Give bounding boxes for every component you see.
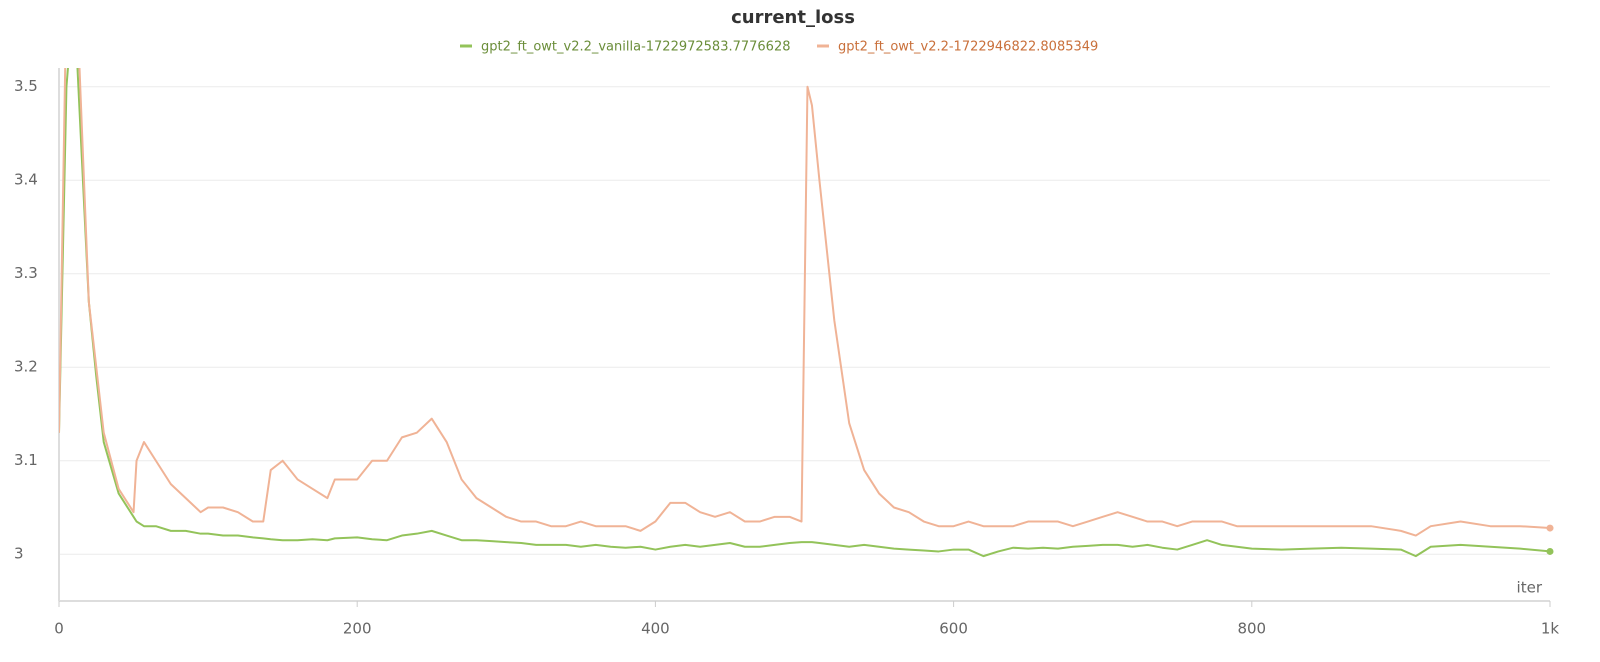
x-axis-label: iter (1517, 579, 1543, 597)
y-tick-label: 3.4 (14, 171, 38, 189)
end-point (1546, 547, 1554, 555)
y-tick-label: 3.3 (14, 264, 38, 282)
x-tick-label: 600 (939, 620, 968, 638)
y-tick-label: 3 (14, 545, 24, 563)
x-tick-label: 200 (343, 620, 372, 638)
series-line (59, 68, 1550, 537)
y-tick-label: 3.5 (14, 77, 38, 95)
x-tick-label: 1k (1541, 620, 1560, 638)
x-tick-label: 800 (1237, 620, 1266, 638)
chart-title: current_loss (731, 7, 855, 28)
legend-entry[interactable]: gpt2_ft_owt_v2.2-1722946822.8085349 (838, 40, 1098, 55)
plot-area (59, 68, 1550, 558)
x-tick-label: 400 (641, 620, 670, 638)
y-tick-label: 3.1 (14, 451, 38, 469)
legend-entry[interactable]: gpt2_ft_owt_v2.2_vanilla-1722972583.7776… (481, 40, 791, 55)
series-line (59, 68, 1550, 558)
y-tick-label: 3.2 (14, 358, 38, 376)
x-tick-label: 0 (54, 620, 64, 638)
end-point (1546, 524, 1554, 532)
